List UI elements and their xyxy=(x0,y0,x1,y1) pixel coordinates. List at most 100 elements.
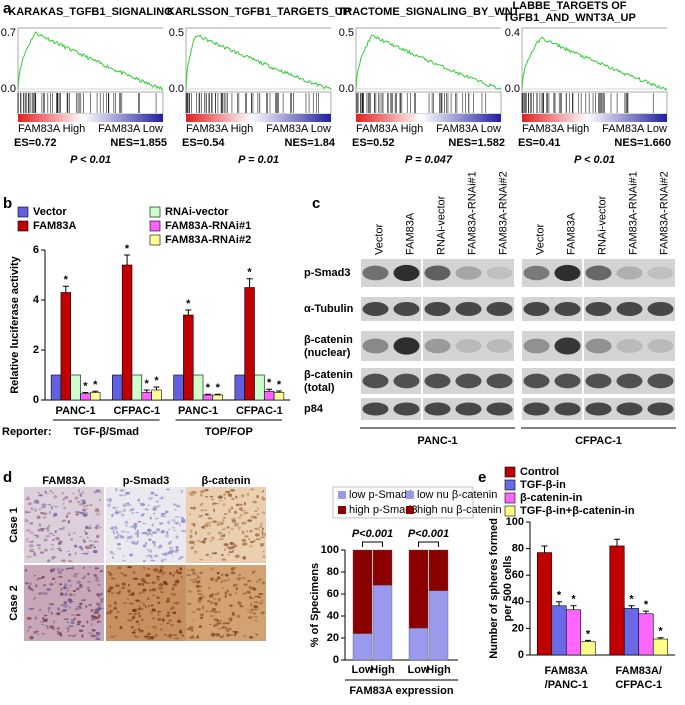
ihc-texture xyxy=(217,599,221,602)
legend-label: TGF-β-in+β-catenin-in xyxy=(520,505,635,517)
ihc-texture xyxy=(218,611,221,613)
ihc-texture xyxy=(224,490,230,493)
ihc-texture xyxy=(189,529,193,532)
ihc-texture xyxy=(67,520,71,524)
ihc-texture xyxy=(83,575,86,579)
ihc-texture xyxy=(87,527,92,530)
bar xyxy=(623,608,640,656)
ihc-texture xyxy=(90,608,94,612)
ihc-texture xyxy=(82,490,84,494)
ihc-texture xyxy=(209,524,211,527)
band xyxy=(554,373,581,389)
ihc-texture xyxy=(129,525,132,528)
lane-label: RNAi-vector xyxy=(435,195,447,255)
ihc-texture xyxy=(229,618,233,622)
ihc-texture xyxy=(82,566,85,570)
ihc-texture xyxy=(170,606,175,610)
legend-swatch xyxy=(406,491,414,499)
ihc-texture xyxy=(135,620,139,624)
ihc-texture xyxy=(252,500,258,504)
ihc-texture xyxy=(121,586,126,589)
ihc-texture xyxy=(140,618,144,622)
ihc-texture xyxy=(148,496,153,500)
ihc-texture xyxy=(159,591,165,593)
ihc-texture xyxy=(243,511,249,515)
panel-label: c xyxy=(312,195,320,212)
y-tick-label: 60 xyxy=(327,588,339,600)
ihc-texture xyxy=(213,508,215,512)
ihc-texture xyxy=(248,635,254,639)
ihc-texture xyxy=(238,528,241,531)
band xyxy=(554,264,581,282)
ihc-texture xyxy=(46,526,50,530)
ihc-texture xyxy=(170,592,175,595)
ihc-texture xyxy=(198,625,203,628)
blot-membrane xyxy=(423,331,514,361)
ihc-texture xyxy=(216,597,222,600)
significance-bracket xyxy=(418,541,439,547)
ihc-texture xyxy=(221,587,224,590)
blot-membrane xyxy=(584,331,675,361)
ihc-texture xyxy=(167,520,171,525)
band xyxy=(455,373,482,389)
band xyxy=(362,302,389,316)
band xyxy=(486,373,513,389)
ihc-texture xyxy=(44,527,47,530)
ihc-texture xyxy=(90,618,95,621)
nes-label: NES=1.84 xyxy=(285,137,336,149)
band xyxy=(554,337,581,355)
ihc-texture xyxy=(56,630,59,632)
ihc-texture xyxy=(108,573,113,576)
band xyxy=(455,339,482,353)
ihc-texture xyxy=(109,586,114,589)
ihc-texture xyxy=(82,508,86,512)
ihc-texture xyxy=(174,637,180,640)
gsea-title: TGFB1_AND_WNT3A_UP xyxy=(503,12,636,24)
ihc-texture xyxy=(75,511,80,514)
ihc-texture xyxy=(137,520,142,523)
ihc-texture xyxy=(86,504,89,507)
ihc-texture xyxy=(49,489,52,493)
ihc-texture xyxy=(92,544,95,547)
bar xyxy=(244,287,255,401)
bar xyxy=(273,392,285,401)
ihc-texture xyxy=(50,548,55,551)
ihc-texture xyxy=(37,577,43,580)
ihc-texture xyxy=(26,616,32,620)
ihc-texture xyxy=(237,503,243,506)
ihc-texture xyxy=(172,594,176,597)
y-tick-label: 100 xyxy=(321,544,339,556)
ihc-texture xyxy=(67,630,70,633)
ihc-texture xyxy=(168,634,173,636)
ihc-texture xyxy=(42,516,47,519)
ihc-texture xyxy=(62,498,66,501)
ihc-texture xyxy=(172,601,175,604)
ihc-texture xyxy=(144,634,148,638)
ihc-texture xyxy=(78,629,84,632)
ihc-texture xyxy=(87,572,90,576)
ihc-texture xyxy=(174,593,177,595)
ihc-texture xyxy=(230,493,233,497)
ihc-texture xyxy=(118,590,121,593)
ihc-texture xyxy=(29,582,32,586)
y-tick-label: 80 xyxy=(512,543,524,555)
ihc-texture xyxy=(152,594,155,596)
ihc-texture xyxy=(228,627,232,631)
ihc-texture xyxy=(168,528,170,531)
bar xyxy=(183,314,194,401)
ihc-texture xyxy=(244,535,249,538)
ihc-texture xyxy=(108,604,112,608)
ihc-texture xyxy=(62,526,66,530)
ihc-texture xyxy=(41,623,44,626)
ihc-texture xyxy=(170,623,175,626)
ihc-texture xyxy=(30,540,35,543)
ihc-texture xyxy=(95,512,101,516)
ihc-texture xyxy=(165,534,170,538)
ihc-texture xyxy=(38,546,41,550)
ihc-texture xyxy=(207,517,213,520)
ihc-texture xyxy=(60,604,64,607)
ihc-texture xyxy=(254,619,258,622)
ihc-texture xyxy=(207,599,211,603)
ihc-texture xyxy=(76,500,81,503)
ihc-texture xyxy=(91,628,96,632)
